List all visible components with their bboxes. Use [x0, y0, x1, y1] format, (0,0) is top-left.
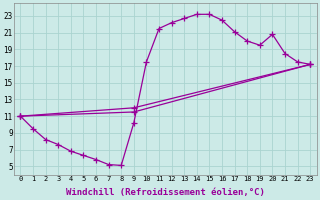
X-axis label: Windchill (Refroidissement éolien,°C): Windchill (Refroidissement éolien,°C)	[66, 188, 265, 197]
